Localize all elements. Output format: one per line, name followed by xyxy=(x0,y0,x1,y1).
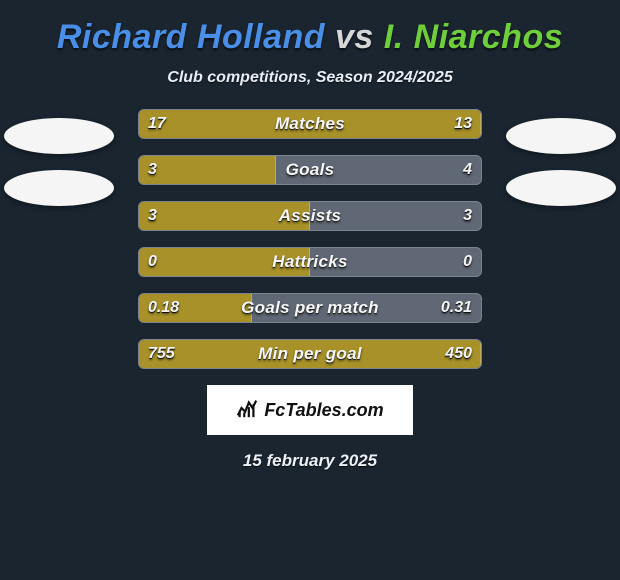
stat-row: Assists33 xyxy=(70,201,550,231)
brand-text: FcTables.com xyxy=(264,400,383,421)
stat-value-right: 4 xyxy=(406,155,472,185)
stat-value-right: 0 xyxy=(406,247,472,277)
stat-value-right: 3 xyxy=(406,201,472,231)
stat-row: Goals per match0.180.31 xyxy=(70,293,550,323)
vs-label: vs xyxy=(335,18,374,56)
stat-value-left: 755 xyxy=(148,339,214,369)
stat-row: Min per goal755450 xyxy=(70,339,550,369)
player2-name: I. Niarchos xyxy=(384,18,563,56)
player1-name: Richard Holland xyxy=(57,18,325,56)
stat-value-right: 13 xyxy=(406,109,472,139)
brand-badge: FcTables.com xyxy=(207,385,413,435)
stat-row: Matches1713 xyxy=(70,109,550,139)
stat-value-left: 3 xyxy=(148,155,214,185)
season-subtitle: Club competitions, Season 2024/2025 xyxy=(0,61,620,103)
stat-row: Hattricks00 xyxy=(70,247,550,277)
stat-row: Goals34 xyxy=(70,155,550,185)
snapshot-date: 15 february 2025 xyxy=(0,435,620,471)
stat-value-right: 450 xyxy=(406,339,472,369)
stat-value-right: 0.31 xyxy=(406,293,472,323)
bar-chart-icon xyxy=(236,397,258,424)
stat-value-left: 3 xyxy=(148,201,214,231)
stat-value-left: 0 xyxy=(148,247,214,277)
stat-value-left: 17 xyxy=(148,109,214,139)
comparison-title: Richard Holland vs I. Niarchos xyxy=(0,0,620,61)
stat-value-left: 0.18 xyxy=(148,293,214,323)
